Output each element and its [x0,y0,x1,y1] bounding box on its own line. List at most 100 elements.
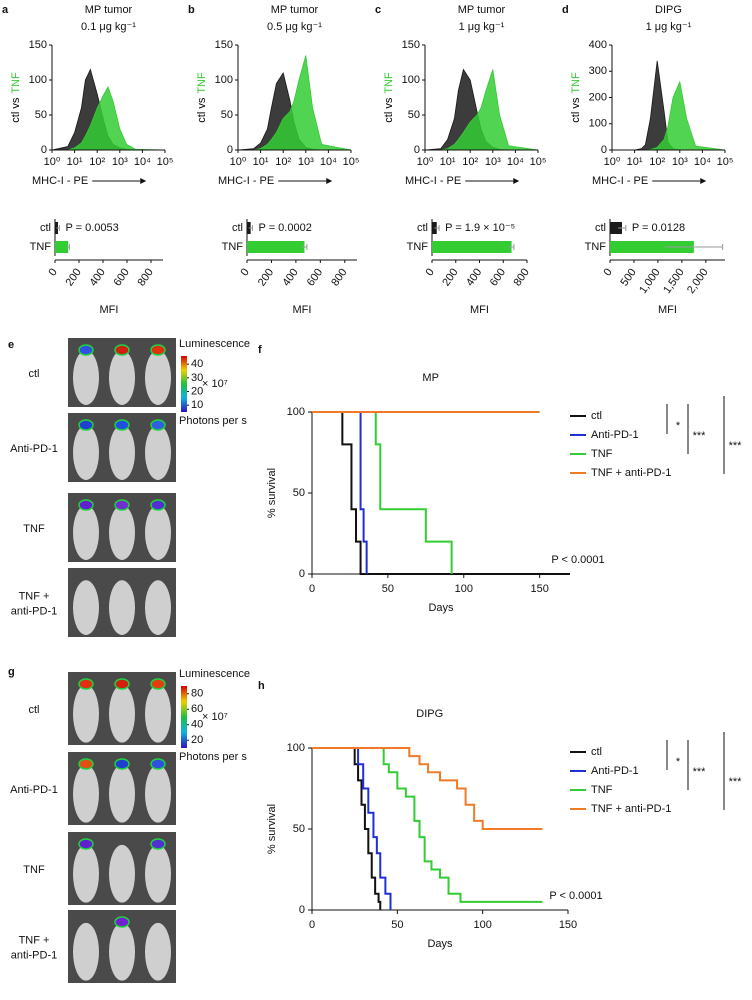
panel-letter: g [8,666,15,678]
category-label: ctl [417,222,428,234]
chart-title: DIPG [416,708,443,720]
x-tick-label: 600 [111,267,131,289]
chart-title: MP tumor [85,4,133,16]
panel-letter: c [375,4,381,16]
mouse-body [145,764,171,823]
bar [55,222,58,234]
x-axis-label: MHC-I - PE [592,175,648,187]
legend-label: TNF + anti-PD-1 [591,467,671,479]
x-tick-label: 800 [329,267,349,289]
x-axis-label: MFI [293,304,312,316]
y-axis-label-part: ctl vs [10,97,22,123]
y-axis-label: ctl vs TNF [383,72,395,123]
mouse-body [73,425,99,480]
bar [55,241,69,253]
y-axis-label-part: TNF [383,72,395,94]
survival-curve [312,747,382,910]
category-label: ctl [595,222,606,234]
y-tick-label: 0 [227,144,233,156]
error-bar [67,244,70,250]
y-axis-label-part: ctl vs [383,97,395,123]
y-tick-label: 150 [29,39,47,51]
row-label: ctl [29,704,40,716]
x-tick-label: 800 [511,267,531,289]
y-tick-label: 50 [293,487,305,499]
bar [432,241,512,253]
mouse-body [145,684,171,743]
x-tick-label: 50 [382,583,394,595]
row-label: Anti-PD-1 [10,784,58,796]
mouse-body [145,505,171,560]
x-tick-label: 1,500 [661,267,687,296]
x-tick-label: 600 [488,267,508,289]
y-tick-label: 0 [299,904,305,916]
p-value: P = 0.0002 [259,222,312,234]
mouse-body [109,505,135,560]
significance-label: *** [693,430,707,442]
luminescence-spot [150,419,166,431]
x-axis-label: MFI [100,304,119,316]
arrow-head [513,178,520,184]
y-axis-label: % survival [266,804,278,854]
luminescence-spot [78,758,94,770]
y-axis-label-part: ctl vs [196,97,208,123]
mouse-body [73,350,99,405]
significance-label: * [676,420,681,432]
legend-label: TNF [591,784,613,796]
bar [610,241,694,253]
x-tick-label: 10⁰ [417,156,434,168]
survival-curve [312,747,543,830]
significance-label: *** [693,766,707,778]
colorbar-unit: Photons per s [179,415,247,427]
arrow-head [326,178,333,184]
colorbar [181,356,187,412]
y-tick-label: 400 [589,39,607,51]
legend-label: Anti-PD-1 [591,429,639,441]
row-label: TNF + [19,590,50,602]
colorbar-tick-label: 40 [191,719,203,731]
error-bar [618,225,627,231]
mouse-body [145,425,171,480]
bar [610,222,622,234]
panel-letter: d [562,4,569,16]
mouse-body [109,922,135,981]
mouse-body [73,505,99,560]
x-tick-label: 10² [462,156,478,168]
p-value: P < 0.0001 [551,554,604,566]
x-axis-label: MHC-I - PE [218,175,274,187]
x-tick-label: 200 [63,267,83,289]
chart-title: DIPG [655,4,682,16]
luminescence-spot [150,758,166,770]
x-tick-label: 10³ [672,156,688,168]
colorbar-tick-label: 30 [191,372,203,384]
x-tick-label: 10⁴ [507,156,524,168]
error-bar [434,225,440,231]
x-tick-label: 10³ [485,156,501,168]
p-value: P = 0.0128 [632,222,685,234]
mouse-body [109,684,135,743]
legend-label: TNF [591,448,613,460]
p-value: P = 0.0053 [65,222,118,234]
y-axis-label-part: ctl vs [570,97,582,123]
error-bar [509,244,515,250]
x-tick-label: 150 [559,919,577,931]
y-tick-label: 150 [215,39,233,51]
legend-label: Anti-PD-1 [591,765,639,777]
x-axis-label: Days [427,938,453,950]
mouse-body [145,922,171,981]
panel-letter: a [2,4,9,16]
category-label: TNF [585,241,607,253]
p-value: P < 0.0001 [549,890,602,902]
x-tick-label: 0 [423,267,436,279]
y-tick-label: 300 [589,65,607,77]
x-tick-label: 100 [455,583,473,595]
mouse-body [73,922,99,981]
survival-curve [312,411,453,574]
x-tick-label: 1,000 [637,267,663,296]
mouse-body [145,844,171,903]
y-tick-label: 0 [414,144,420,156]
chart-subtitle: 0.1 μg kg⁻¹ [81,21,136,33]
y-tick-label: 200 [589,91,607,103]
legend-label: TNF + anti-PD-1 [591,803,671,815]
panel-letter: f [258,344,262,356]
